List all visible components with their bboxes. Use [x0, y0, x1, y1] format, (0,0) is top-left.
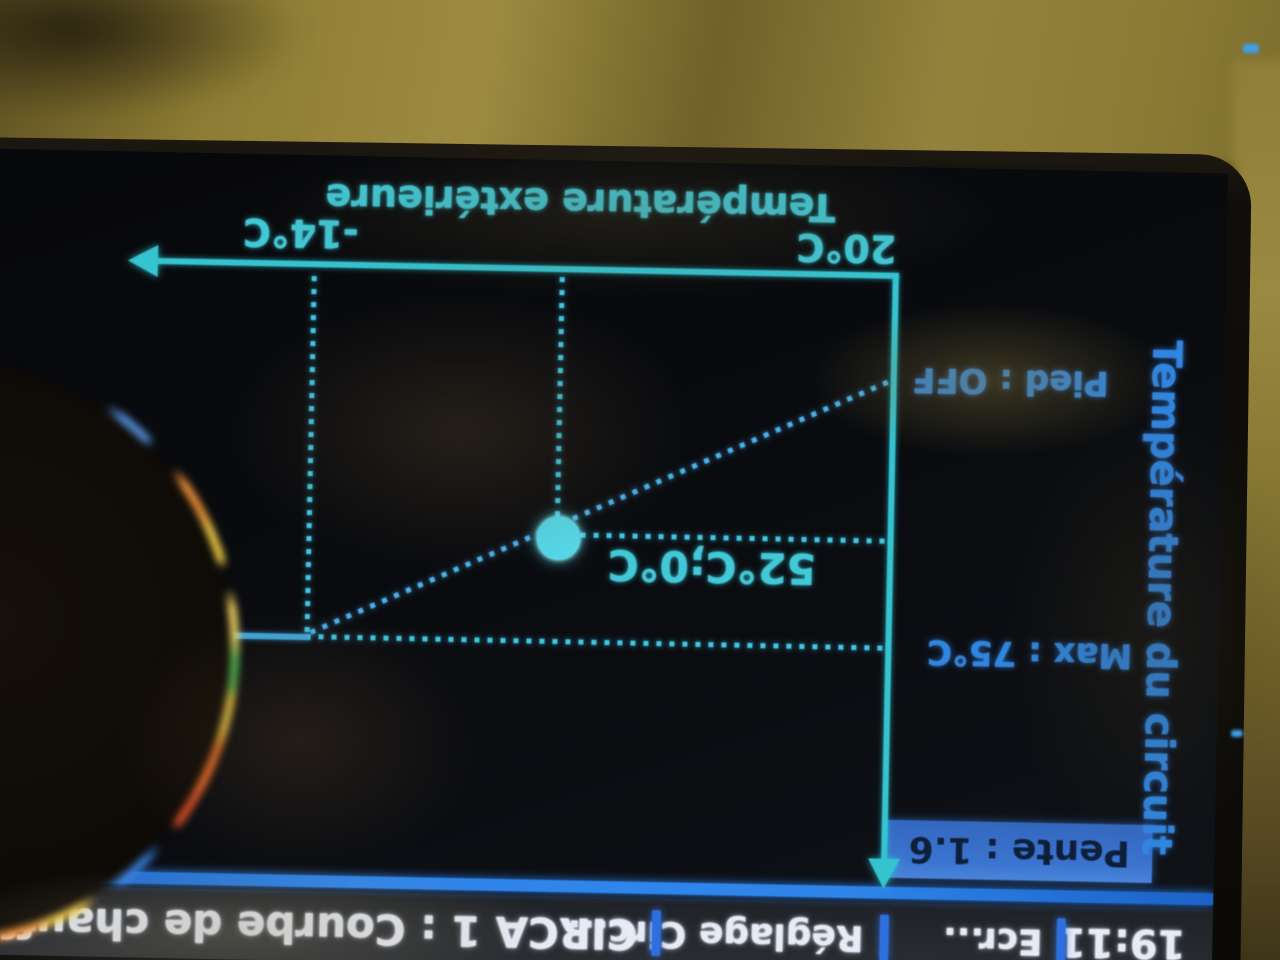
setpoint-vertical-dotted-line — [554, 277, 565, 530]
page-title: CIRCA 1 : Courbe de chauffe — [0, 896, 639, 959]
clock: 19:11 — [1057, 918, 1186, 960]
x-axis-title: Température extérieure — [324, 175, 836, 230]
param-pied-label: Pied : OFF — [911, 359, 1110, 404]
heating-curve-line — [305, 379, 889, 637]
x-axis-line — [153, 257, 899, 279]
background-shadow — [0, 0, 310, 120]
y-axis-title: Température du circuit — [1133, 339, 1190, 856]
setpoint-label: 52°C;0°C — [607, 540, 817, 594]
separator — [1056, 918, 1066, 960]
setpoint-marker[interactable] — [536, 515, 581, 561]
breadcrumb-screen-button[interactable]: Ecr... — [942, 918, 1043, 960]
y-axis-line — [881, 274, 899, 861]
separator — [879, 914, 890, 960]
x-axis-arrow-icon — [127, 244, 159, 277]
max-temp-dotted-line — [308, 634, 883, 651]
reflection-speck — [1243, 44, 1259, 53]
param-pente-field[interactable]: Pente : 1.6 — [885, 819, 1153, 884]
y-axis-arrow-icon — [867, 858, 901, 889]
separator — [651, 910, 662, 957]
minus14-dotted-line — [304, 270, 317, 633]
param-pente-value: Pente : 1.6 — [908, 828, 1131, 875]
x-tick-20: 20°C — [796, 224, 897, 271]
param-max-label: Max : 75°C — [926, 631, 1133, 676]
reflection-speck — [1231, 730, 1243, 737]
